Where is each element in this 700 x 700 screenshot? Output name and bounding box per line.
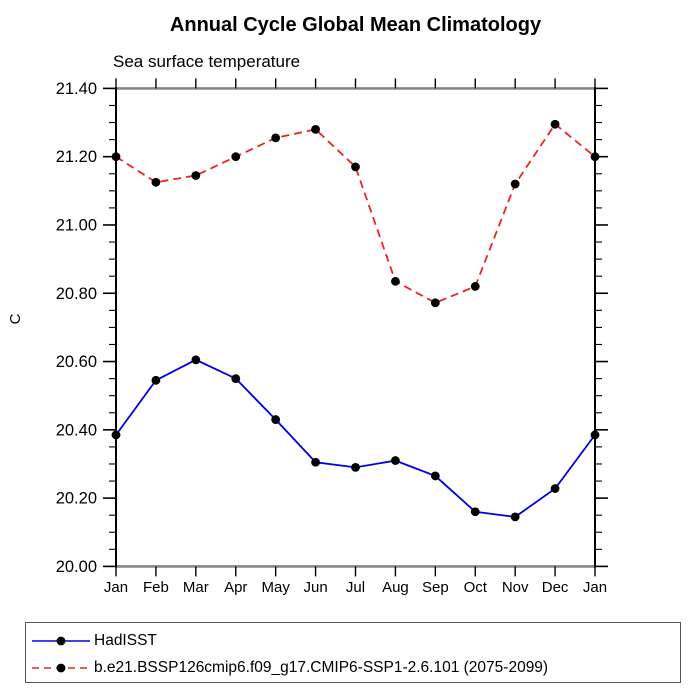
series-line-model — [115, 122, 596, 304]
data-point-marker — [271, 133, 281, 143]
series-line-hadisst — [115, 358, 596, 518]
legend-box: HadISST b.e21.BSSP126cmip6.f09_g17.CMIP6… — [25, 622, 681, 683]
data-point-marker — [510, 179, 520, 189]
x-tick-label: Jan — [104, 579, 128, 596]
y-tick-label: 20.60 — [56, 353, 97, 371]
data-point-marker — [231, 374, 241, 384]
y-tick-label: 20.40 — [56, 421, 97, 439]
y-tick-label: 20.20 — [56, 490, 97, 508]
data-point-marker — [151, 177, 161, 187]
data-point-marker — [111, 152, 121, 162]
data-point-marker — [391, 276, 400, 286]
data-point-marker — [311, 124, 320, 134]
data-point-marker — [191, 171, 201, 180]
data-point-marker — [311, 457, 320, 467]
chart-title: Annual Cycle Global Mean Climatology — [169, 14, 542, 36]
x-tick-label: Apr — [224, 579, 247, 596]
legend-label-hadisst: HadISST — [94, 631, 157, 649]
y-tick-label: 20.80 — [56, 285, 97, 303]
data-point-marker — [151, 375, 161, 385]
data-point-marker — [590, 152, 600, 162]
x-tick-label: Sep — [422, 579, 449, 596]
x-tick-label: May — [261, 579, 290, 596]
x-tick-label: Aug — [382, 579, 409, 596]
data-point-marker — [470, 282, 480, 291]
data-point-marker — [430, 471, 440, 481]
legend-item-hadisst: HadISST — [31, 627, 680, 654]
x-tick-label: Jun — [303, 579, 327, 596]
x-tick-label: Nov — [502, 579, 529, 596]
data-point-marker — [111, 430, 121, 440]
data-point-marker — [351, 162, 360, 172]
data-point-marker — [391, 456, 400, 465]
data-point-marker — [590, 430, 600, 440]
data-point-marker — [470, 507, 480, 517]
data-point-marker — [430, 298, 440, 308]
legend-label-model: b.e21.BSSP126cmip6.f09_g17.CMIP6-SSP1-2.… — [94, 658, 549, 676]
data-point-marker — [550, 119, 560, 129]
y-tick-label: 21.20 — [56, 148, 97, 166]
legend-line-sample-solid — [32, 636, 90, 645]
legend-item-model: b.e21.BSSP126cmip6.f09_g17.CMIP6-SSP1-2.… — [31, 654, 680, 681]
x-tick-label: Mar — [183, 579, 209, 596]
data-point-marker — [231, 152, 241, 162]
y-tick-label: 21.40 — [56, 80, 97, 98]
x-tick-label: Dec — [542, 579, 569, 596]
y-tick-label: 21.00 — [56, 216, 97, 234]
x-tick-label: Jan — [583, 579, 607, 596]
data-point-marker — [191, 355, 201, 365]
legend-line-sample-dashed — [32, 663, 90, 672]
data-point-marker — [550, 484, 560, 493]
data-point-marker — [271, 415, 281, 424]
x-tick-label: Oct — [464, 579, 488, 596]
y-tick-label: 20.00 — [56, 558, 97, 576]
data-point-marker — [510, 512, 520, 522]
data-point-marker — [351, 462, 360, 472]
x-tick-label: Jul — [346, 579, 365, 596]
chart-subtitle: Sea surface temperature — [113, 52, 301, 71]
x-tick-label: Feb — [143, 579, 169, 596]
